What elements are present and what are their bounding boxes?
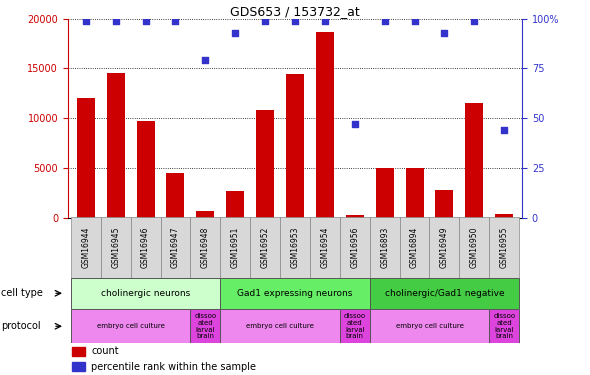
Bar (191, 217, 220, 278)
Bar (256, 110, 274, 218)
Point (470, 18, 479, 24)
Text: GSM16955: GSM16955 (500, 227, 509, 268)
Bar (196, 210, 214, 218)
Bar (220, 309, 340, 343)
Point (81, 18, 90, 24)
Text: GSM16948: GSM16948 (201, 227, 210, 268)
Text: GSM16950: GSM16950 (470, 227, 479, 268)
Bar (340, 217, 370, 278)
Bar (250, 217, 280, 278)
Bar (220, 278, 370, 309)
Bar (435, 190, 453, 217)
Bar (226, 190, 244, 217)
Bar (71, 278, 220, 309)
Bar (220, 217, 250, 278)
Text: GSM16894: GSM16894 (410, 227, 419, 268)
Bar (73, 347, 84, 356)
Text: GSM16953: GSM16953 (290, 227, 300, 268)
Bar (166, 173, 185, 217)
Point (141, 18, 150, 24)
Bar (370, 217, 399, 278)
Title: GDS653 / 153732_at: GDS653 / 153732_at (230, 4, 360, 18)
Bar (191, 309, 220, 343)
Bar (460, 217, 489, 278)
Point (350, 121, 359, 127)
Bar (286, 74, 304, 217)
Bar (101, 217, 130, 278)
Text: GSM16949: GSM16949 (440, 227, 449, 268)
Text: cholinergic neurons: cholinergic neurons (101, 289, 190, 298)
Bar (466, 103, 483, 218)
Point (111, 18, 120, 24)
Bar (405, 168, 424, 217)
Text: GSM16893: GSM16893 (380, 227, 389, 268)
Text: embryo cell culture: embryo cell culture (395, 323, 463, 329)
Text: GSM16954: GSM16954 (320, 227, 329, 268)
Bar (340, 309, 370, 343)
Bar (130, 217, 160, 278)
Point (500, 127, 509, 133)
Text: dissoo
ated
larval
brain: dissoo ated larval brain (194, 314, 217, 339)
Point (380, 18, 389, 24)
Text: GSM16946: GSM16946 (141, 227, 150, 268)
Text: dissoo
ated
larval
brain: dissoo ated larval brain (493, 314, 515, 339)
Point (260, 18, 270, 24)
Text: embryo cell culture: embryo cell culture (246, 323, 314, 329)
Bar (280, 217, 310, 278)
Text: Gad1 expressing neurons: Gad1 expressing neurons (237, 289, 353, 298)
Bar (107, 74, 124, 217)
Bar (489, 217, 519, 278)
Bar (489, 309, 519, 343)
Text: GSM16947: GSM16947 (171, 227, 180, 268)
Text: GSM16945: GSM16945 (111, 227, 120, 268)
Bar (316, 32, 334, 217)
Point (440, 30, 449, 36)
Bar (310, 217, 340, 278)
Bar (71, 309, 191, 343)
Point (171, 18, 180, 24)
Point (290, 18, 300, 24)
Bar (430, 217, 460, 278)
Bar (370, 278, 519, 309)
Text: percentile rank within the sample: percentile rank within the sample (91, 362, 257, 372)
Point (201, 57, 210, 63)
Text: cholinergic/Gad1 negative: cholinergic/Gad1 negative (385, 289, 504, 298)
Text: cell type: cell type (1, 288, 43, 298)
Bar (346, 214, 364, 217)
Text: GSM16952: GSM16952 (261, 227, 270, 268)
Point (231, 30, 240, 36)
Bar (399, 217, 430, 278)
Text: GSM16944: GSM16944 (81, 227, 90, 268)
Bar (77, 98, 95, 218)
Text: dissoo
ated
larval
brain: dissoo ated larval brain (344, 314, 366, 339)
Bar (73, 362, 84, 371)
Bar (71, 217, 101, 278)
Bar (370, 309, 489, 343)
Bar (160, 217, 191, 278)
Point (320, 18, 330, 24)
Text: count: count (91, 346, 119, 356)
Point (410, 18, 419, 24)
Bar (376, 168, 394, 217)
Text: embryo cell culture: embryo cell culture (97, 323, 165, 329)
Bar (137, 121, 155, 218)
Text: GSM16951: GSM16951 (231, 227, 240, 268)
Text: protocol: protocol (1, 321, 41, 331)
Bar (495, 213, 513, 217)
Text: GSM16956: GSM16956 (350, 227, 359, 268)
